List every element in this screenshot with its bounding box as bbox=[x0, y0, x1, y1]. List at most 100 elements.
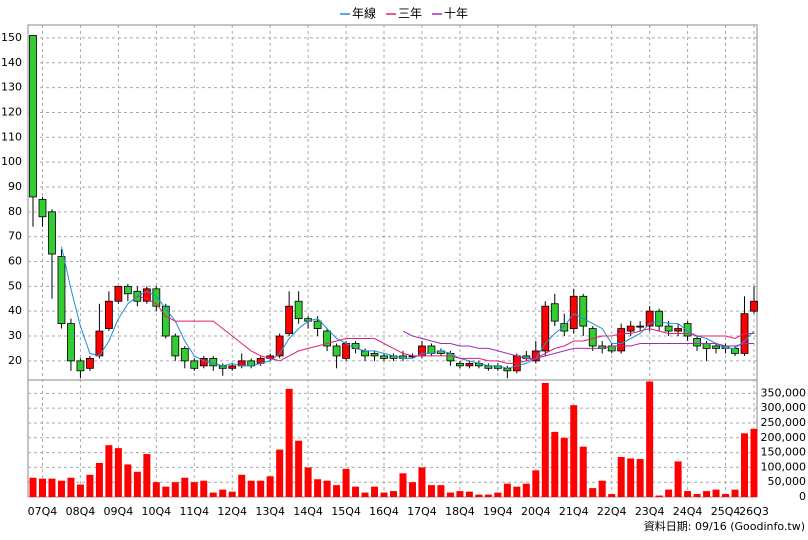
volume-bar bbox=[219, 489, 227, 497]
volume-bar bbox=[228, 491, 236, 497]
legend-label: 三年 bbox=[398, 7, 422, 21]
volume-bar bbox=[741, 433, 749, 497]
volume-bar bbox=[152, 482, 160, 497]
volume-bar bbox=[532, 470, 540, 497]
candle-body bbox=[636, 325, 645, 328]
x-tick-label: 10Q4 bbox=[142, 505, 172, 518]
volume-bar bbox=[646, 381, 654, 497]
candle-body bbox=[664, 325, 673, 332]
candle-body bbox=[456, 362, 464, 367]
candle-body bbox=[531, 350, 540, 362]
x-tick-label: 14Q4 bbox=[293, 505, 323, 518]
candle-body bbox=[67, 323, 75, 362]
volume-tick-label: 50,000 bbox=[768, 475, 807, 488]
legend-label: 十年 bbox=[444, 7, 468, 21]
y-tick-label: 60 bbox=[8, 255, 22, 268]
volume-bar bbox=[513, 486, 521, 497]
volume-bar bbox=[418, 467, 426, 497]
candle-body bbox=[275, 335, 284, 357]
y-tick-label: 40 bbox=[8, 304, 22, 317]
candle-body bbox=[332, 345, 341, 357]
candle-body bbox=[693, 338, 701, 347]
y-tick-label: 140 bbox=[1, 56, 22, 69]
volume-bar bbox=[57, 480, 65, 497]
volume-bar bbox=[494, 492, 502, 497]
volume-bar bbox=[722, 494, 730, 497]
volume-bar bbox=[408, 482, 416, 497]
candle-body bbox=[190, 360, 199, 369]
x-tick-label: 25Q4 bbox=[711, 505, 741, 518]
candle-body bbox=[228, 365, 237, 369]
footer: 資料日期: 09/16 (Goodinfo.tw) bbox=[644, 519, 805, 533]
volume-tick-label: 0 bbox=[799, 490, 806, 503]
volume-tick-label: 200,000 bbox=[761, 431, 807, 444]
candle-body bbox=[541, 305, 550, 352]
volume-bar bbox=[247, 480, 255, 497]
x-tick-label: 12Q4 bbox=[217, 505, 247, 518]
volume-tick-label: 100,000 bbox=[761, 460, 807, 473]
candle-body bbox=[294, 300, 303, 320]
volume-bar bbox=[636, 459, 644, 497]
candle-body bbox=[342, 343, 350, 359]
candle-body bbox=[617, 328, 626, 352]
candle-body bbox=[161, 305, 170, 337]
volume-bar bbox=[371, 486, 379, 497]
y-tick-label: 80 bbox=[8, 205, 22, 218]
volume-bar bbox=[29, 477, 37, 497]
y-tick-label: 150 bbox=[1, 31, 22, 44]
ma-line bbox=[137, 295, 754, 364]
volume-bar bbox=[598, 480, 606, 497]
volume-bar bbox=[276, 449, 284, 497]
candle-body bbox=[323, 330, 331, 347]
volume-bar bbox=[541, 382, 549, 497]
legend: 年線 三年 十年 bbox=[340, 6, 468, 21]
candle-body bbox=[588, 328, 597, 347]
candle-body bbox=[731, 348, 739, 354]
candle-body bbox=[285, 305, 294, 334]
volume-bar bbox=[124, 464, 132, 497]
volume-bar bbox=[314, 479, 322, 497]
volume-bar bbox=[295, 440, 303, 497]
volume-bar bbox=[579, 446, 587, 497]
y-tick-label: 130 bbox=[1, 81, 22, 94]
candle-body bbox=[683, 323, 692, 337]
x-tick-label: 20Q4 bbox=[521, 505, 551, 518]
volume-bar bbox=[48, 478, 56, 497]
volume-bar bbox=[750, 428, 758, 497]
candle-body bbox=[702, 343, 711, 349]
volume-bar bbox=[503, 483, 511, 497]
candle-body bbox=[750, 300, 758, 312]
ma-line bbox=[61, 246, 755, 369]
x-tick-label: 11Q4 bbox=[179, 505, 209, 518]
volume-bar bbox=[257, 480, 265, 497]
candle-body bbox=[180, 348, 189, 362]
y-tick-label: 90 bbox=[8, 180, 22, 193]
volume-bar bbox=[551, 431, 559, 497]
volume-bar bbox=[484, 494, 492, 497]
volume-bar bbox=[38, 478, 46, 497]
x-tick-label: 18Q4 bbox=[445, 505, 475, 518]
volume-bar bbox=[238, 474, 246, 497]
volume-bar bbox=[427, 485, 435, 497]
ma-line bbox=[402, 330, 754, 359]
volume-bar bbox=[86, 474, 94, 497]
y-tick-label: 110 bbox=[1, 130, 22, 143]
volume-bar bbox=[190, 482, 198, 497]
candle-body bbox=[104, 300, 113, 329]
x-tick-label: 23Q4 bbox=[635, 505, 665, 518]
x-tick-label: 24Q4 bbox=[673, 505, 703, 518]
volume-bar bbox=[475, 494, 483, 497]
volume-bar bbox=[446, 492, 454, 497]
candle-body bbox=[76, 360, 85, 372]
volume-bar bbox=[285, 388, 293, 497]
volume-bar bbox=[352, 486, 360, 497]
candle-body bbox=[361, 350, 369, 357]
volume-bar bbox=[143, 454, 151, 497]
candle-body bbox=[550, 303, 559, 322]
candle-body bbox=[123, 285, 132, 295]
candle-body bbox=[712, 345, 720, 349]
y-tick-label: 70 bbox=[8, 230, 22, 243]
volume-bar bbox=[560, 437, 568, 497]
x-tick-label: 19Q4 bbox=[483, 505, 513, 518]
